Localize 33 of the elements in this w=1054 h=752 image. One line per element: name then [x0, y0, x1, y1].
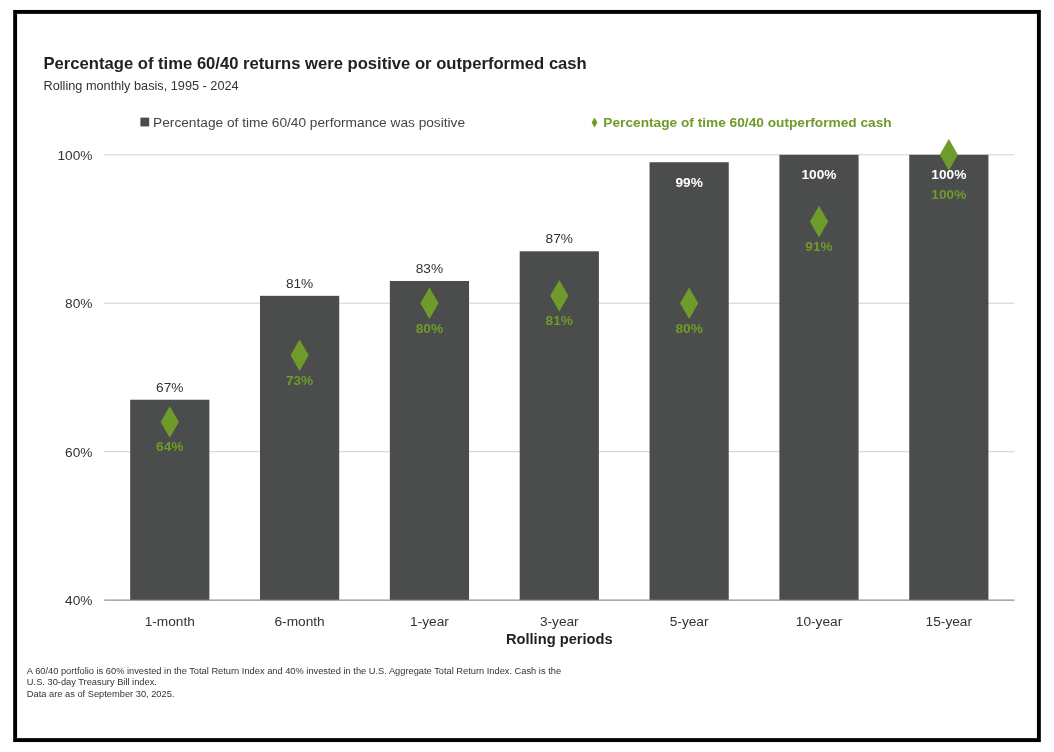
y-tick-label: 60%	[65, 444, 93, 460]
text: U.S. 30-day Treasury Bill index.	[26, 677, 157, 688]
x-tick-label: 1-month	[144, 613, 195, 629]
x-tick-label: 3-year	[539, 613, 580, 629]
text: Data are as of September 30, 2025.	[26, 689, 175, 700]
x-tick-label: 10-year	[795, 613, 843, 629]
chart-subtitle: Rolling monthly basis, 1995 - 2024	[43, 78, 239, 94]
data-label: 100%	[801, 167, 837, 183]
data-label: 81%	[545, 313, 573, 329]
chart-title: Percentage of time 60/40 returns were positive or outperformed cash	[43, 53, 587, 73]
data-label: 100%	[931, 186, 967, 202]
data-label: 91%	[805, 238, 833, 254]
data-label: 73%	[285, 372, 314, 388]
data-label: 87%	[545, 231, 573, 247]
data-label: 100%	[931, 167, 967, 183]
x-axis-title: Rolling periods	[505, 631, 613, 648]
data-label: 80%	[415, 320, 444, 336]
x-tick-label: 1-year	[410, 613, 450, 629]
legend-label: Percentage of time 60/40 outperformed cash	[603, 115, 892, 131]
legend-label: Percentage of time 60/40 performance was positive	[153, 115, 466, 131]
data-label: 83%	[415, 261, 444, 277]
y-tick-label: 80%	[65, 296, 93, 312]
data-label: 81%	[285, 276, 314, 291]
data-label: 67%	[156, 379, 184, 395]
x-tick-label: 15-year	[925, 613, 973, 629]
data-label: 80%	[675, 320, 703, 336]
y-tick-label: 40%	[65, 593, 93, 609]
y-tick-label: 100%	[57, 147, 93, 163]
data-label: 99%	[675, 174, 703, 190]
x-tick-label: 6-month	[274, 613, 325, 629]
x-tick-label: 5-year	[669, 613, 709, 629]
data-label: 64%	[156, 439, 184, 455]
text: A 60/40 portfolio is 60% invested in the Total Return Index and 40% invested in the U.S. Aggregate Total Return Index. Cash is the	[26, 665, 562, 676]
